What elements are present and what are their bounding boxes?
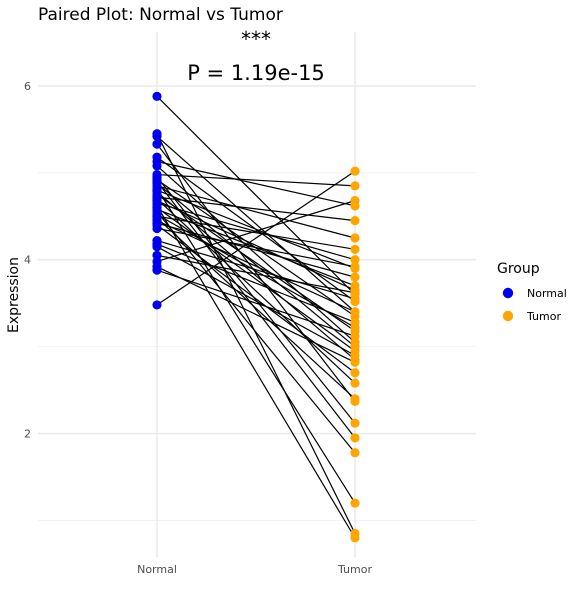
- tumor-point: [350, 378, 360, 388]
- pair-line: [156, 220, 356, 313]
- pair-line: [156, 189, 356, 269]
- legend-title: Group: [497, 261, 540, 277]
- y-tick-label: 4: [24, 254, 31, 267]
- normal-point: [152, 223, 162, 234]
- pair-line: [156, 176, 356, 424]
- pair-line: [156, 135, 356, 313]
- tumor-point: [350, 357, 360, 367]
- normal-point: [152, 161, 162, 171]
- tumor-point: [350, 498, 360, 508]
- x-tick-label: Tumor: [337, 563, 372, 576]
- pair-line: [156, 185, 356, 239]
- pair-line: [156, 227, 356, 268]
- pair-line: [156, 222, 356, 278]
- legend: Group Normal Tumor: [497, 261, 567, 323]
- legend-label-tumor: Tumor: [526, 310, 561, 323]
- pair-line: [156, 200, 356, 263]
- pair-line: [156, 240, 356, 300]
- significance-label: ***: [241, 27, 271, 51]
- pair-line: [156, 160, 356, 207]
- normal-point: [152, 242, 162, 252]
- pair-line: [156, 181, 356, 439]
- tumor-point: [350, 433, 360, 443]
- tumor-point: [350, 216, 360, 226]
- tumor-point: [350, 281, 360, 291]
- pair-line: [156, 243, 356, 323]
- tumor-point: [350, 181, 360, 191]
- pair-line: [156, 254, 356, 294]
- pair-line: [156, 143, 356, 402]
- chart-title: Paired Plot: Normal vs Tumor: [38, 5, 283, 25]
- tumor-point: [350, 394, 360, 404]
- pair-line: [156, 224, 356, 374]
- tumor-point: [350, 307, 360, 317]
- pair-line: [156, 196, 356, 222]
- tumor-point: [350, 255, 360, 265]
- pair-line: [156, 165, 356, 343]
- pair-line: [156, 246, 356, 356]
- normal-point: [152, 91, 162, 101]
- pair-line: [156, 188, 356, 504]
- legend-key-tumor: [502, 310, 514, 322]
- tumor-point: [350, 350, 360, 360]
- normal-point: [152, 139, 162, 149]
- y-axis-label: Expression: [6, 257, 22, 333]
- pair-line: [156, 207, 356, 352]
- pair-line: [156, 170, 356, 306]
- tumor-point: [350, 166, 360, 176]
- pair-line: [156, 191, 356, 361]
- pair-line: [156, 215, 356, 250]
- pair-line: [156, 200, 356, 291]
- pair-line: [156, 95, 356, 295]
- grid-lines: [38, 32, 476, 557]
- legend-key-normal: [502, 287, 514, 299]
- tumor-point: [350, 272, 360, 282]
- normal-point: [152, 300, 162, 310]
- y-tick-label: 2: [24, 428, 31, 441]
- tumor-point: [350, 244, 360, 254]
- pair-line: [156, 133, 356, 534]
- tumor-point: [350, 418, 360, 428]
- data-points: [152, 91, 360, 543]
- pair-line: [156, 269, 356, 337]
- tumor-point: [350, 196, 360, 206]
- normal-point: [152, 265, 162, 275]
- tumor-point: [350, 262, 360, 272]
- pair-line: [156, 266, 356, 363]
- tumor-point: [350, 368, 360, 378]
- pair-line: [156, 211, 356, 454]
- x-tick-labels: Normal Tumor: [137, 563, 372, 576]
- legend-label-normal: Normal: [527, 287, 567, 300]
- pair-line: [156, 217, 356, 400]
- tumor-point: [350, 448, 360, 458]
- tumor-point: [350, 233, 360, 243]
- y-tick-label: 6: [24, 80, 31, 93]
- normal-point: [152, 131, 162, 141]
- p-value-label: P = 1.19e-15: [187, 61, 325, 85]
- tumor-point: [350, 533, 360, 543]
- pair-lines: [156, 95, 356, 539]
- tumor-point: [350, 288, 360, 298]
- x-tick-label: Normal: [137, 563, 177, 576]
- tumor-point: [350, 317, 360, 327]
- pair-line: [156, 182, 356, 348]
- pair-line: [156, 173, 356, 187]
- y-tick-labels: 2 4 6: [24, 80, 31, 441]
- tumor-point: [350, 331, 360, 341]
- pair-line: [156, 198, 356, 384]
